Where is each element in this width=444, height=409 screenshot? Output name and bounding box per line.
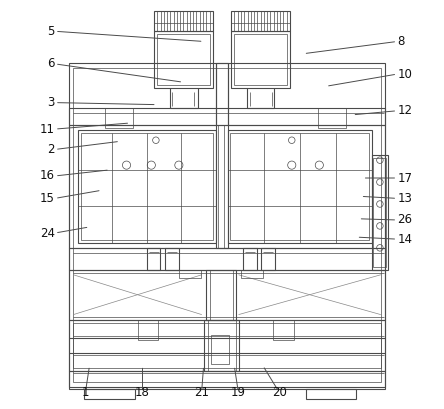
Bar (165, 248, 179, 270)
Bar (69, 371, 385, 389)
Bar (78, 130, 216, 243)
Text: 21: 21 (194, 386, 209, 398)
Bar (69, 270, 385, 319)
Bar (179, 270, 201, 278)
Bar (105, 108, 133, 128)
Bar (154, 11, 213, 31)
Bar (216, 63, 227, 248)
Text: 5: 5 (48, 25, 55, 38)
Bar (69, 248, 385, 270)
Bar (138, 319, 158, 339)
Bar (262, 248, 275, 270)
Bar (230, 133, 369, 240)
Bar (147, 248, 160, 270)
Bar (81, 133, 213, 240)
Bar (234, 34, 287, 85)
Bar (69, 125, 385, 248)
Text: 13: 13 (397, 192, 412, 205)
Text: 6: 6 (48, 57, 55, 70)
Bar (69, 108, 385, 125)
Bar (231, 11, 290, 31)
Bar (211, 335, 230, 364)
Bar (154, 31, 213, 88)
Bar (373, 158, 386, 267)
Text: 1: 1 (82, 386, 89, 398)
Bar (241, 270, 263, 278)
Text: 20: 20 (272, 386, 286, 398)
Bar (274, 319, 293, 339)
Text: 2: 2 (48, 143, 55, 156)
Bar (206, 270, 236, 319)
Bar (243, 248, 257, 270)
Bar (231, 31, 290, 88)
Bar (157, 34, 210, 85)
Bar (69, 319, 385, 371)
Bar (372, 155, 388, 270)
Text: 14: 14 (397, 233, 412, 246)
Text: 18: 18 (135, 386, 150, 398)
Bar (73, 68, 381, 382)
Text: 17: 17 (397, 171, 412, 184)
Bar (73, 323, 381, 369)
Bar (318, 108, 346, 128)
Bar (69, 63, 385, 387)
Bar (204, 319, 238, 371)
Text: 11: 11 (40, 123, 55, 136)
Text: 3: 3 (48, 96, 55, 109)
Bar (305, 389, 356, 399)
Text: 10: 10 (397, 67, 412, 81)
Text: 19: 19 (231, 386, 246, 398)
Text: 24: 24 (40, 227, 55, 240)
Text: 8: 8 (397, 35, 404, 48)
Text: 16: 16 (40, 169, 55, 182)
Text: 15: 15 (40, 192, 55, 205)
Text: 12: 12 (397, 104, 412, 117)
Bar (227, 130, 372, 243)
Bar (84, 389, 135, 399)
Text: 26: 26 (397, 213, 412, 227)
